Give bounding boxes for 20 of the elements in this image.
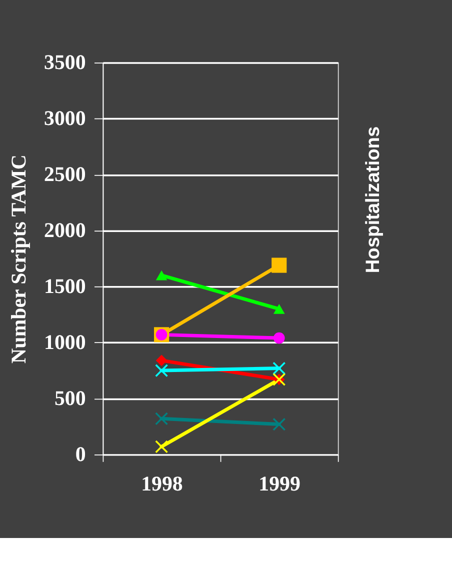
- y-tick-label: 500: [54, 386, 86, 410]
- x-tick-label: 1999: [258, 472, 300, 496]
- y-tick-label: 3500: [44, 50, 86, 74]
- point: [155, 364, 168, 378]
- text: Hospitalizations: [362, 126, 384, 274]
- point: [155, 440, 168, 454]
- y-tick-label: 1500: [44, 274, 86, 298]
- y-tick-label: 0: [75, 442, 86, 466]
- y-tick-label: 2000: [44, 218, 86, 242]
- y-axis-title: Number Scripts TAMC: [6, 154, 31, 364]
- point: [273, 332, 285, 344]
- y-tick-label: 1000: [44, 330, 86, 354]
- point: [155, 412, 168, 426]
- point: [272, 362, 286, 375]
- point: [156, 354, 168, 366]
- y-tick-label: 3000: [44, 106, 86, 130]
- point: [272, 258, 287, 273]
- point: [272, 418, 286, 431]
- y-tick-label: 2500: [44, 162, 86, 186]
- x-tick-label: 1998: [141, 472, 183, 496]
